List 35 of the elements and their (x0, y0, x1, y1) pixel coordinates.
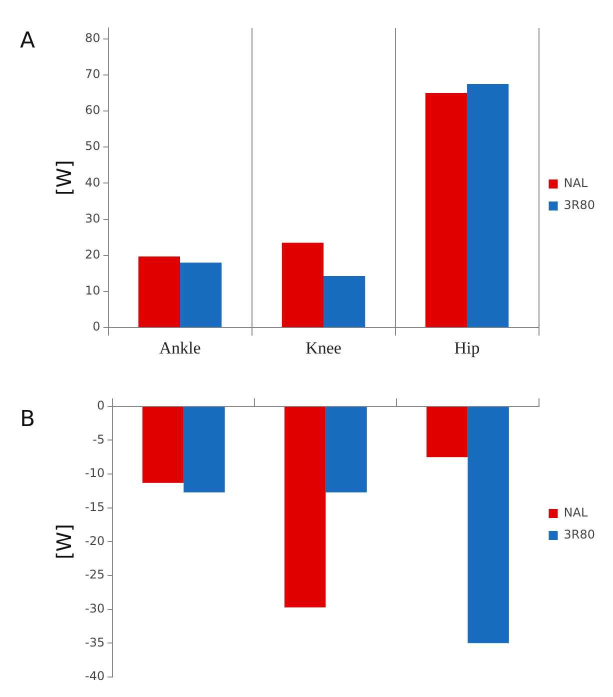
legend-label: NAL (564, 506, 588, 520)
y-tick-label: 20 (84, 248, 100, 262)
y-tick-label: 10 (84, 284, 100, 298)
x-tick-label: Knee (306, 338, 342, 358)
bar (324, 276, 366, 328)
y-tick-label: 50 (84, 139, 100, 154)
bar (425, 92, 468, 328)
y-axis-title: [W] (52, 524, 76, 560)
y-tick-label: -25 (84, 568, 105, 582)
legend-label: 3R80 (564, 528, 596, 542)
x-tick-label: Ankle (159, 338, 201, 358)
y-tick-label: 30 (84, 211, 100, 226)
y-tick-label: -5 (92, 432, 105, 446)
y-tick-label: 40 (84, 175, 100, 190)
bar (282, 242, 324, 328)
y-axis-title: [W] (52, 160, 76, 196)
x-tick-label: Hip (454, 338, 480, 358)
y-tick-label: -30 (84, 601, 105, 616)
y-tick-label: 0 (96, 398, 105, 413)
chart-title: B (20, 407, 36, 432)
y-tick-label: -35 (84, 635, 105, 650)
legend-label: 3R80 (564, 198, 596, 212)
y-tick-label: 0 (92, 320, 100, 334)
y-tick-label: 60 (84, 103, 100, 118)
y-tick-label: -40 (84, 669, 105, 684)
y-tick-label: -15 (84, 500, 105, 514)
chart-title: A (20, 28, 36, 54)
y-tick-label: 70 (84, 67, 100, 82)
y-tick-label: 80 (84, 30, 100, 45)
bar (467, 84, 509, 328)
y-tick-label: -20 (84, 534, 105, 548)
bar (180, 262, 222, 328)
bar (138, 256, 180, 328)
legend-label: NAL (564, 176, 588, 190)
y-tick-label: -10 (84, 466, 105, 480)
